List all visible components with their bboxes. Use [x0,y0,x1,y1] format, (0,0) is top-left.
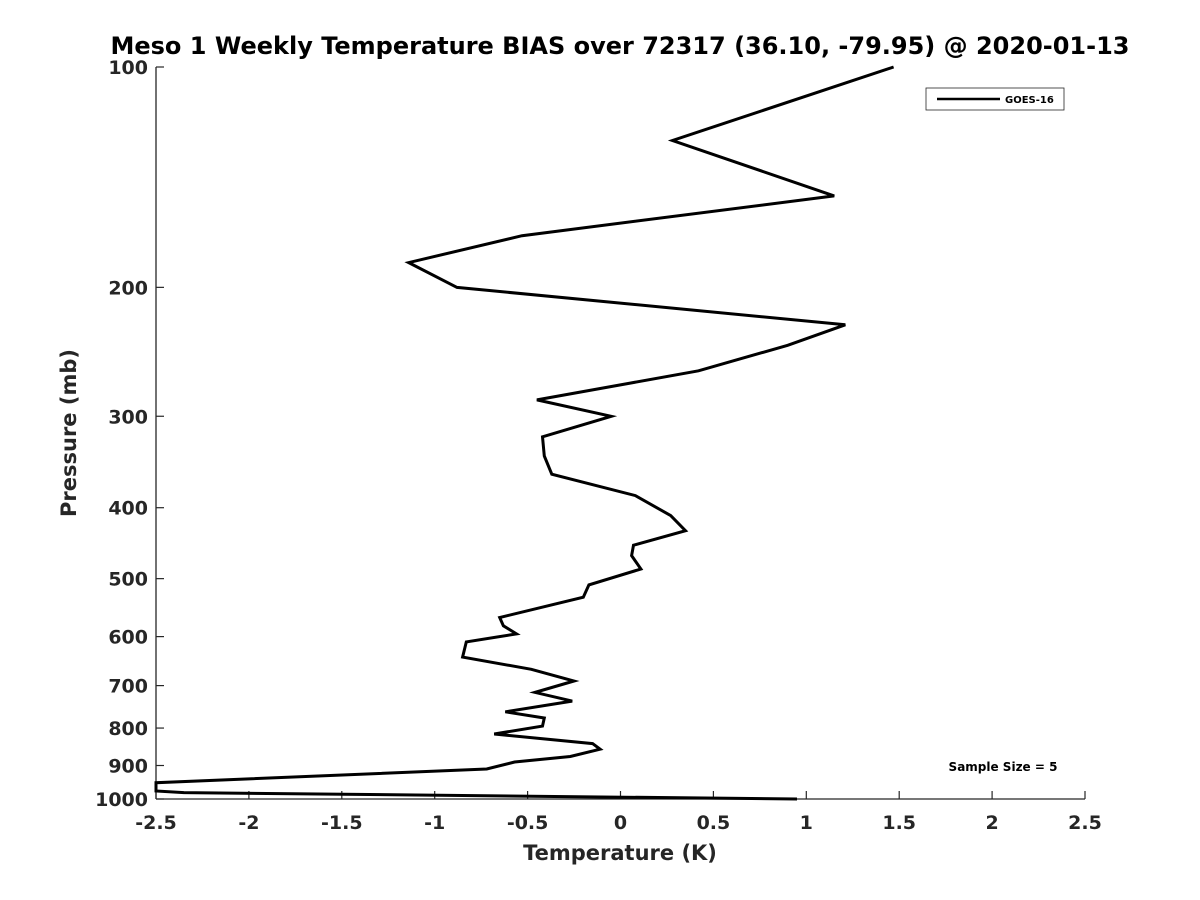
sample-size-annotation: Sample Size = 5 [949,760,1058,774]
x-tick-label: 0 [614,812,627,834]
series-line-goes-16 [154,65,895,801]
legend-entry-goes-16: GOES-16 [1005,95,1054,106]
x-tick-label: 0.5 [697,812,731,834]
y-tick-label: 600 [108,627,148,649]
x-tick-label: 1 [800,812,813,834]
y-tick-label: 400 [108,498,148,520]
chart-title: Meso 1 Weekly Temperature BIAS over 7231… [110,32,1129,60]
y-tick-label: 300 [108,406,148,428]
y-tick-label: 100 [108,57,148,79]
y-tick-label: 200 [108,277,148,299]
x-tick-label: 1.5 [882,812,916,834]
x-axis-label: Temperature (K) [523,841,717,865]
x-axis-ticks: -2.5 -2 -1.5 -1 -0.5 0 0.5 1 1.5 2 2.5 [135,791,1102,834]
y-tick-label: 700 [108,676,148,698]
y-tick-label: 1000 [95,789,148,811]
x-tick-label: -2.5 [135,812,177,834]
y-axis-ticks: 100 200 300 400 500 600 700 800 900 1000 [95,57,164,811]
y-tick-label: 800 [108,718,148,740]
x-tick-label: -0.5 [507,812,549,834]
x-tick-label: -1.5 [321,812,363,834]
series-layer [154,65,895,801]
x-tick-label: 2.5 [1068,812,1102,834]
x-tick-label: 2 [985,812,998,834]
y-tick-label: 900 [108,756,148,778]
y-axis-label: Pressure (mb) [57,349,81,517]
y-tick-label: 500 [108,569,148,591]
legend: GOES-16 [925,87,1065,111]
x-tick-label: -1 [424,812,445,834]
x-tick-label: -2 [238,812,259,834]
